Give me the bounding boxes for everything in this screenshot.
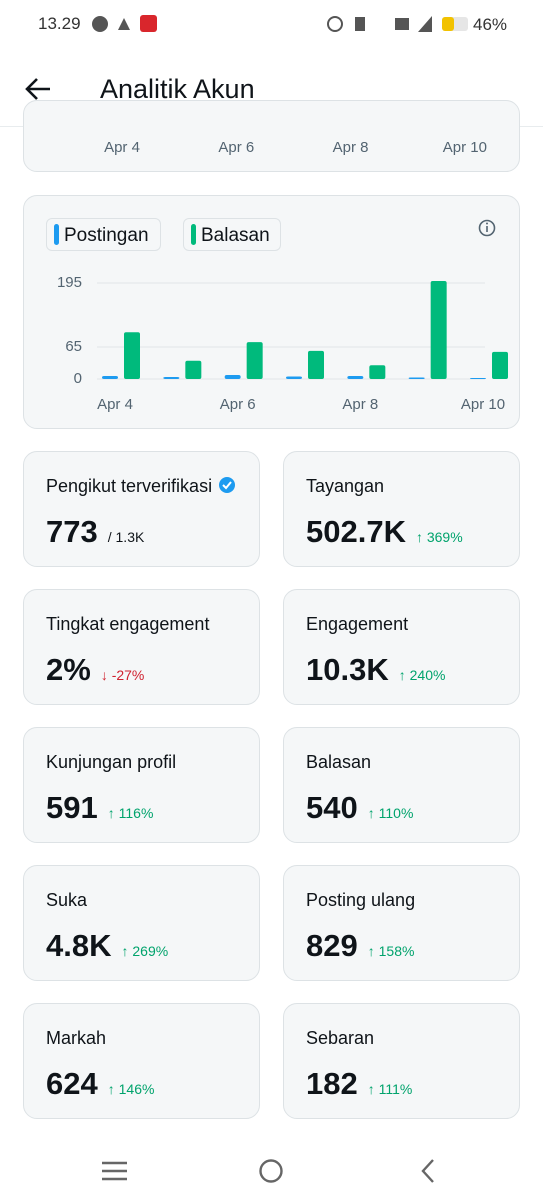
status-icons [92,15,468,32]
back-button[interactable] [24,76,54,102]
metric-card[interactable]: Suka 4.8K ↑ 269% [23,865,260,981]
metric-value: 502.7K ↑ 369% [306,514,463,550]
metric-value: 540 ↑ 110% [306,790,413,826]
metric-label-text: Pengikut terverifikasi [46,476,213,496]
metric-change: ↑ 116% [107,805,154,821]
metric-label: Suka [46,890,87,911]
battery-level: 46% [473,15,508,34]
metric-value-text: 10.3K [306,652,389,687]
metric-value-text: 2% [46,652,91,687]
metric-label-text: Tingkat engagement [46,614,210,634]
metric-label: Tayangan [306,476,384,497]
metric-value: 829 ↑ 158% [306,928,414,964]
metric-value: 591 ↑ 116% [46,790,153,826]
verified-badge [219,477,236,493]
metric-label-text: Balasan [306,752,372,772]
metric-label-text: Sebaran [306,1028,375,1048]
metric-label-text: Posting ulang [306,890,416,910]
metric-card[interactable]: Tingkat engagement 2% ↓ -27% [23,589,260,705]
metric-value-text: 591 [46,790,98,825]
metric-value-text: 182 [306,1066,358,1101]
metric-value: 773 / 1.3K [46,514,144,550]
metric-change: ↑ 240% [398,667,446,683]
metric-value-text: 829 [306,928,358,963]
metric-value: 2% ↓ -27% [46,652,144,688]
metric-value: 624 ↑ 146% [46,1066,154,1102]
metric-change: ↑ 269% [121,943,169,959]
metric-value-text: 502.7K [306,514,406,549]
metric-change: ↑ 110% [367,805,414,821]
metric-value-text: 540 [306,790,358,825]
legend-chip[interactable] [46,218,161,251]
metric-change: ↑ 146% [107,1081,155,1097]
metric-change: ↑ 369% [415,529,463,545]
metric-card[interactable]: Sebaran 182 ↑ 111% [283,1003,520,1119]
status-time: 13.29 [38,14,81,33]
metric-value-text: 4.8K [46,928,112,963]
metric-label: Sebaran [306,1028,374,1049]
metric-value: 182 ↑ 111% [306,1066,412,1102]
metric-card[interactable]: Posting ulang 829 ↑ 158% [283,865,520,981]
metric-label: Pengikut terverifikasi [46,476,236,497]
metric-label-text: Markah [46,1028,107,1048]
metric-card[interactable]: Balasan 540 ↑ 110% [283,727,520,843]
metric-label-text: Kunjungan profil [46,752,177,772]
metric-card[interactable]: Engagement 10.3K ↑ 240% [283,589,520,705]
metric-label: Balasan [306,752,371,773]
metric-label-text: Suka [46,890,88,910]
metric-card[interactable]: Tayangan 502.7K ↑ 369% [283,451,520,567]
metric-label: Tingkat engagement [46,614,209,635]
metric-value-text: 624 [46,1066,98,1101]
metric-label: Engagement [306,614,408,635]
metric-change: ↑ 158% [367,943,415,959]
metric-value: 10.3K ↑ 240% [306,652,445,688]
top-chart-card [23,100,520,172]
metric-label: Kunjungan profil [46,752,176,773]
metric-label-text: Engagement [306,614,409,634]
metric-card[interactable]: Pengikut terverifikasi 773 / 1.3K [23,451,260,567]
metric-label-text: Tayangan [306,476,385,496]
metric-change: ↑ 111% [367,1081,413,1097]
nav-bar [102,1159,434,1183]
metric-label: Posting ulang [306,890,415,911]
metric-total: / 1.3K [107,529,145,545]
metric-value-text: 773 [46,514,98,549]
metric-label: Markah [46,1028,106,1049]
metric-card[interactable]: Kunjungan profil 591 ↑ 116% [23,727,260,843]
metric-value: 4.8K ↑ 269% [46,928,168,964]
page-title: Analitik Akun [100,74,255,104]
metric-change: ↓ -27% [100,667,145,683]
legend-chip[interactable] [183,218,281,251]
metric-card[interactable]: Markah 624 ↑ 146% [23,1003,260,1119]
